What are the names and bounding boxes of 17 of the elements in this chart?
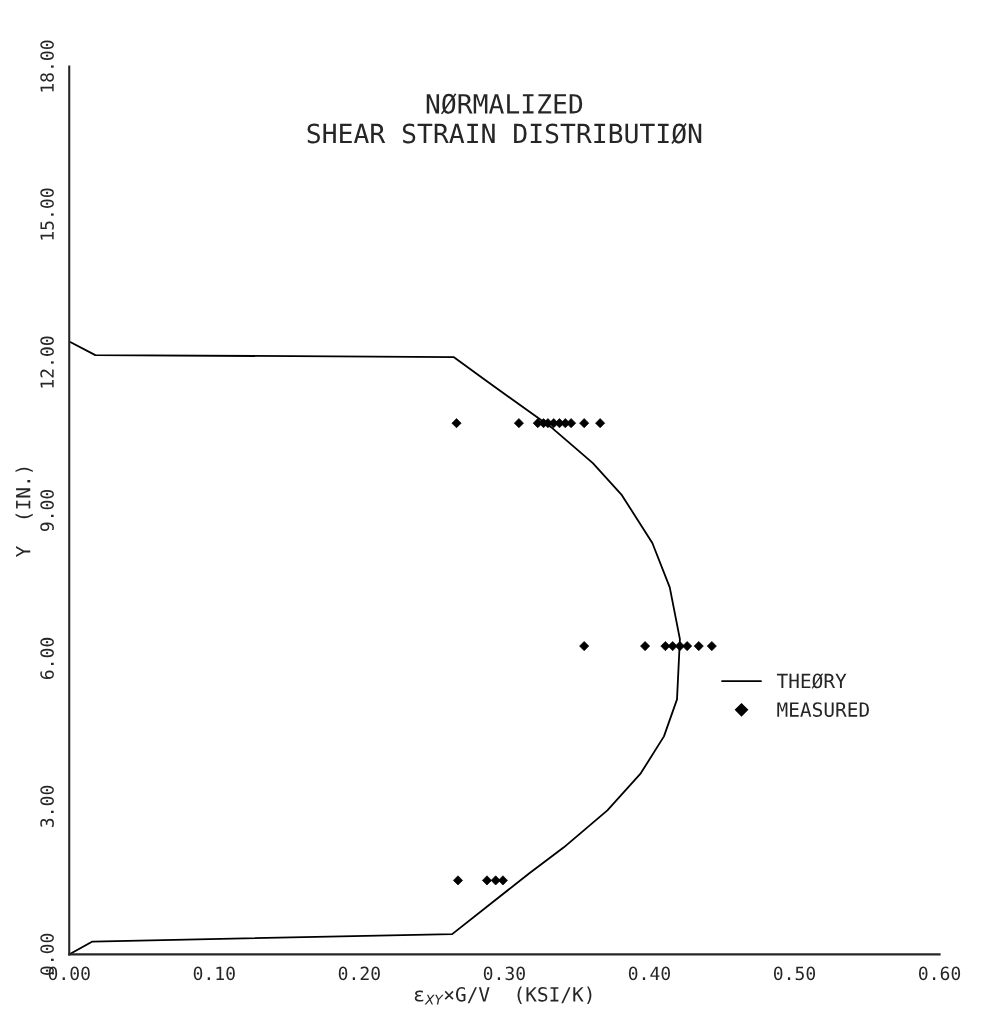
- y-axis-title: Y (IN.): [15, 467, 33, 557]
- y-tick-label: 18.00: [40, 40, 54, 92]
- text: NØRMALIZED SHEAR STRAIN DISTRIBUTIØN: [307, 93, 702, 145]
- x-axis-title: ε$_{XY}$×G/V (KSI/K): [414, 986, 592, 1005]
- y-tick-label: 15.00: [40, 188, 54, 240]
- x-tick-label: 0.50: [773, 966, 816, 981]
- y-tick-label: 6.00: [40, 637, 54, 679]
- x-tick-label: 0.20: [338, 966, 380, 981]
- x-tick-label: 0.30: [483, 966, 525, 981]
- y-tick-label: 12.00: [40, 336, 54, 388]
- legend-label: THEØRY: [776, 673, 847, 689]
- y-tick-label: 9.00: [40, 489, 54, 532]
- x-tick-label: 0.40: [628, 966, 671, 981]
- x-tick-label: 0.60: [918, 966, 961, 981]
- y-tick-label: 3.00: [40, 785, 54, 827]
- legend-label: MEASURED: [777, 702, 869, 717]
- x-tick-label: 0.10: [193, 966, 235, 981]
